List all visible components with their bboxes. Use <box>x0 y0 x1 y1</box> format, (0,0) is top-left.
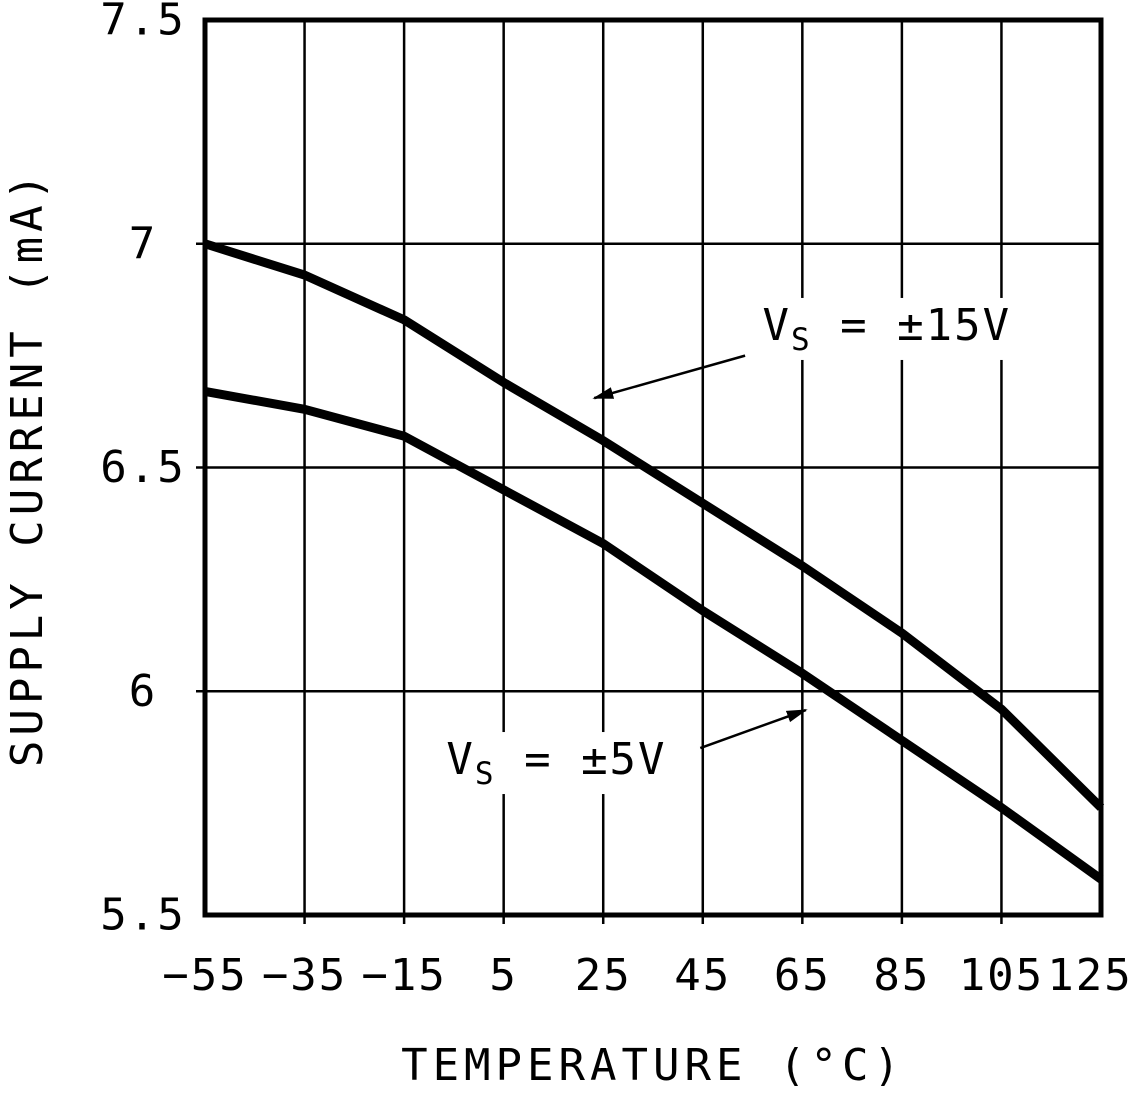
y-tick-label: 7 <box>129 218 158 269</box>
annotation-label: VS = ±5V <box>446 734 666 792</box>
curve-vs-15v <box>203 239 1105 811</box>
x-axis-title: TEMPERATURE (°C) <box>401 1040 905 1091</box>
plot-border <box>202 17 1104 918</box>
x-tick-label: 85 <box>873 950 930 1001</box>
x-tick-label: −55 <box>162 950 247 1001</box>
x-tick-label: 105 <box>959 950 1044 1001</box>
y-tick-label: 6.5 <box>100 442 185 493</box>
y-tick-label: 5.5 <box>100 890 185 941</box>
x-tick-label: 125 <box>1047 950 1132 1001</box>
annotation-label-halo <box>757 297 1017 360</box>
x-tick-label: 45 <box>674 950 731 1001</box>
plot-area: −55 −35 −15 5 25 45 65 85 105 125 5.5 6 6.5 7 7.5 VS = … <box>100 0 1132 1001</box>
annotation-label-halo <box>441 732 672 795</box>
x-tick-label: 25 <box>575 950 632 1001</box>
x-tick-label: 65 <box>774 950 831 1001</box>
annotation-label: VS = ±15V <box>763 300 1012 358</box>
annotation-arrow <box>699 708 808 750</box>
x-tick-label: 5 <box>489 950 518 1001</box>
annotation-arrow <box>592 354 746 400</box>
curve-vs-5v <box>204 386 1104 883</box>
y-axis-title: SUPPLY CURRENT (mA) <box>2 169 53 767</box>
x-tick-label: −15 <box>361 950 446 1001</box>
y-tick-label: 7.5 <box>100 0 185 46</box>
x-tick-label: −35 <box>262 950 347 1001</box>
y-tick-label: 6 <box>129 666 158 717</box>
